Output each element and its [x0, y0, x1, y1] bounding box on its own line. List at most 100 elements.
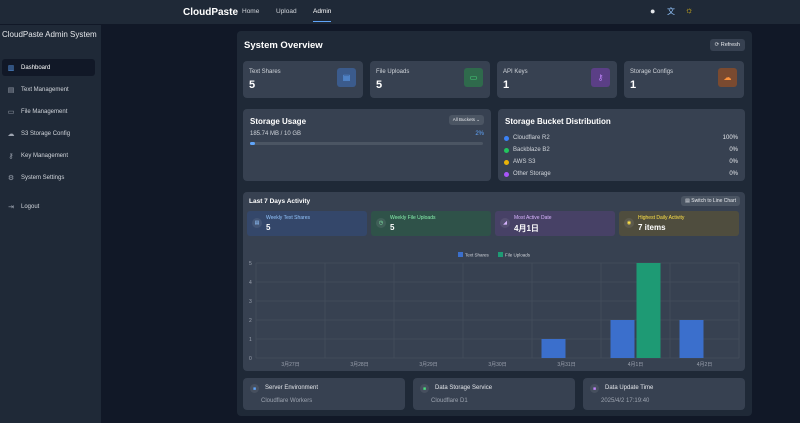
sidebar-item-label: S3 Storage Config [21, 130, 71, 137]
storage-percent: 2% [475, 131, 484, 137]
bar-text-shares[interactable] [679, 320, 704, 358]
legend-dot [504, 135, 509, 141]
brand-logo[interactable]: CloudPaste [183, 7, 239, 18]
legend-label[interactable]: File Uploads [505, 253, 531, 258]
y-tick-label: 0 [249, 356, 252, 362]
sidebar-item-logout[interactable]: ⇥ Logout [2, 198, 95, 215]
activity-icon: ◉ [624, 218, 634, 228]
sidebar-item-dashboard[interactable]: ▥ Dashboard [2, 59, 95, 76]
page-title: System Overview [244, 40, 323, 51]
stat-value: 1 [503, 79, 510, 91]
github-icon[interactable]: ● [650, 6, 656, 16]
y-tick-label: 2 [249, 318, 252, 324]
sidebar-item-label: File Management [21, 108, 68, 115]
sidebar-item-s3-storage-config[interactable]: ☁ S3 Storage Config [2, 125, 95, 142]
stat-card: Text Shares 5 ▤ [243, 61, 363, 98]
stat-label: Storage Configs [630, 69, 674, 75]
nav-home[interactable]: Home [242, 8, 260, 15]
cloud-icon: ☁ [718, 68, 737, 87]
document-icon: ▤ [337, 68, 356, 87]
legend-swatch [458, 252, 463, 257]
legend-swatch [498, 252, 503, 257]
info-value: Cloudflare Workers [261, 398, 313, 404]
bar-text-shares[interactable] [610, 320, 635, 358]
y-tick-label: 1 [249, 337, 252, 343]
bucket-percent: 0% [729, 159, 738, 165]
x-tick-label: 3月31日 [557, 362, 575, 368]
bucket-name: Other Storage [513, 171, 551, 177]
summary-value: 4月1日 [514, 224, 539, 233]
summary-value: 7 items [638, 223, 666, 232]
activity-summary: ◷ Weekly File Uploads 5 [371, 211, 491, 236]
bucket-selector[interactable]: All Buckets ⌄ [448, 115, 484, 125]
chart-icon: ◢ [500, 218, 510, 228]
bar-file-uploads[interactable] [636, 263, 661, 358]
distribution-item: AWS S3 [504, 159, 535, 165]
summary-label: Most Active Date [514, 215, 552, 221]
system-overview-panel: System Overview ⟳ Refresh Text Shares 5 ▤ F… [237, 31, 752, 416]
summary-value: 5 [266, 223, 271, 232]
stat-card: Storage Configs 1 ☁ [624, 61, 744, 98]
upload-icon: ◷ [376, 218, 386, 228]
sidebar-item-system-settings[interactable]: ⚙ System Settings [2, 169, 95, 186]
bucket-percent: 100% [722, 135, 738, 141]
bucket-name: Cloudflare R2 [513, 135, 550, 141]
y-tick-label: 4 [249, 280, 252, 286]
sun-icon[interactable]: ☼ [685, 5, 694, 15]
sidebar-item-text-management[interactable]: ▤ Text Management [2, 81, 95, 98]
bucket-name: AWS S3 [513, 159, 536, 165]
document-icon: ▤ [7, 86, 15, 94]
stat-label: File Uploads [376, 69, 410, 75]
refresh-button[interactable]: ⟳ Refresh [709, 39, 745, 51]
summary-label: Weekly File Uploads [390, 215, 436, 221]
stat-label: Text Shares [249, 69, 281, 75]
nav-admin[interactable]: Admin [313, 8, 332, 22]
distribution-title: Storage Bucket Distribution [505, 117, 611, 126]
distribution-item: Backblaze B2 [504, 147, 550, 153]
storage-usage-card: Storage Usage All Buckets ⌄ 185.74 MB / … [243, 109, 491, 181]
sidebar-item-label: Text Management [21, 86, 69, 93]
activity-summary: ◢ Most Active Date 4月1日 [495, 211, 615, 236]
activity-bar-chart: 0 1 2 3 4 5 3月27日 3月28日 3月29日 3月30日 3月31日 4月1日 4月2日 T… [249, 252, 740, 368]
sidebar-item-file-management[interactable]: ▭ File Management [2, 103, 95, 120]
stat-label: API Keys [503, 69, 528, 75]
storage-used-text: 185.74 MB / 10 GB [250, 131, 302, 137]
summary-value: 5 [390, 223, 395, 232]
summary-label: Highest Daily Activity [638, 215, 685, 221]
key-icon: ⚷ [8, 152, 14, 160]
folder-icon: ▭ [7, 108, 15, 116]
info-label: Data Update Time [605, 385, 654, 391]
stat-value: 5 [376, 79, 383, 91]
y-tick-label: 3 [249, 299, 252, 305]
bucket-distribution-card: Storage Bucket Distribution Cloudflare R… [498, 109, 745, 181]
bar-text-shares[interactable] [541, 339, 566, 358]
info-card: ■ Server Environment Cloudflare Workers [243, 378, 405, 410]
clock-icon: ■ [590, 384, 599, 393]
legend-dot [504, 147, 509, 153]
top-navbar: CloudPaste Home Upload Admin ● 文 ☼ [0, 0, 800, 25]
info-value: Cloudflare D1 [431, 398, 468, 404]
x-tick-label: 4月2日 [697, 362, 713, 368]
switch-chart-button[interactable]: ▤ Switch to Line Chart [681, 196, 740, 206]
summary-label: Weekly Text Shares [266, 215, 311, 221]
sidebar-title: CloudPaste Admin System [2, 30, 97, 39]
x-tick-label: 3月29日 [419, 362, 437, 368]
activity-title: Last 7 Days Activity [249, 198, 311, 205]
activity-summary: ▤ Weekly Text Shares 5 [247, 211, 367, 236]
x-tick-label: 4月1日 [628, 362, 644, 368]
switch-chart-label: Switch to Line Chart [691, 198, 736, 204]
nav-upload[interactable]: Upload [276, 8, 297, 15]
legend-dot [504, 171, 509, 177]
database-icon: ■ [420, 384, 429, 393]
sidebar-item-key-management[interactable]: ⚷ Key Management [2, 147, 95, 164]
info-label: Server Environment [265, 385, 319, 391]
logout-icon: ⇥ [8, 203, 14, 211]
legend-label[interactable]: Text Shares [465, 253, 490, 258]
storage-usage-title: Storage Usage [250, 117, 307, 126]
document-icon: ▤ [252, 218, 262, 228]
server-icon: ■ [250, 384, 259, 393]
sidebar-item-label: System Settings [21, 174, 65, 181]
translate-icon[interactable]: 文 [667, 7, 675, 16]
bucket-name: Backblaze B2 [513, 147, 550, 153]
folder-icon: ▭ [464, 68, 483, 87]
